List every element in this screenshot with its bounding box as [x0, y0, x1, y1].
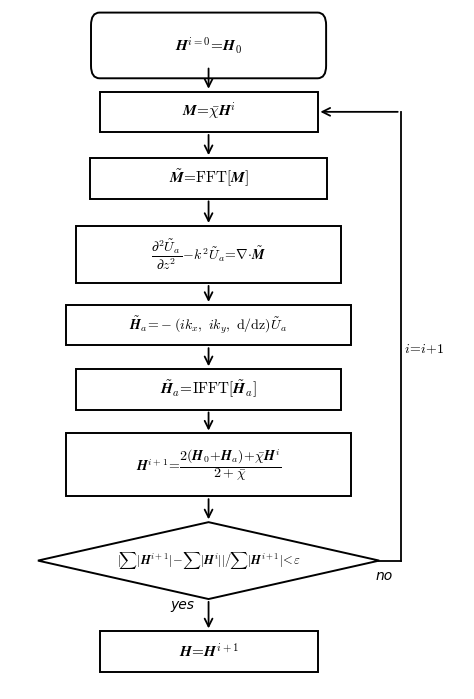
Text: yes: yes: [171, 598, 194, 612]
Text: $\dfrac{\partial^2\tilde{U}_a}{\partial z^2}\!-\!k^2\tilde{U}_a\!=\!\nabla\!\cdo: $\dfrac{\partial^2\tilde{U}_a}{\partial …: [151, 237, 266, 272]
Text: $\tilde{\boldsymbol{M}}\!=\!\mathrm{FFT}[\boldsymbol{M}]$: $\tilde{\boldsymbol{M}}\!=\!\mathrm{FFT}…: [169, 168, 248, 189]
Bar: [100, 631, 318, 672]
Polygon shape: [38, 522, 379, 599]
Text: $\boldsymbol{H}^{i+1}\!=\!\dfrac{2(\boldsymbol{H}_0\!+\!\boldsymbol{H}_a)\!+\!\b: $\boldsymbol{H}^{i+1}\!=\!\dfrac{2(\bold…: [136, 447, 281, 483]
Text: $\boldsymbol{M}\!=\!\bar{\chi}\boldsymbol{H}^i$: $\boldsymbol{M}\!=\!\bar{\chi}\boldsymbo…: [182, 101, 236, 122]
Bar: [76, 369, 341, 410]
Text: $\tilde{\boldsymbol{H}}_a\!=\!-(ik_x,\ ik_y,\ \mathrm{d/dz})\tilde{U}_a$: $\tilde{\boldsymbol{H}}_a\!=\!-(ik_x,\ i…: [129, 314, 288, 336]
Bar: [66, 305, 351, 345]
Text: $\tilde{\boldsymbol{H}}_a\!=\!\mathrm{IFFT}[\tilde{\boldsymbol{H}}_a]$: $\tilde{\boldsymbol{H}}_a\!=\!\mathrm{IF…: [160, 379, 257, 400]
Text: no: no: [375, 569, 392, 583]
Text: $\boldsymbol{H}^{i=0}\!=\!\boldsymbol{H}_0$: $\boldsymbol{H}^{i=0}\!=\!\boldsymbol{H}…: [175, 35, 242, 56]
Text: $\boldsymbol{H}\!=\!\boldsymbol{H}^{i+1}$: $\boldsymbol{H}\!=\!\boldsymbol{H}^{i+1}…: [179, 642, 238, 661]
Bar: [90, 158, 327, 199]
Bar: [100, 92, 318, 132]
Bar: [66, 433, 351, 496]
Text: $i\!=\!i\!+\!1$: $i\!=\!i\!+\!1$: [404, 343, 445, 356]
Text: $|\!\sum|\boldsymbol{H}^{i+1}|\!-\!\sum|\boldsymbol{H}^i||/\!\sum|\boldsymbol{H}: $|\!\sum|\boldsymbol{H}^{i+1}|\!-\!\sum|…: [117, 550, 301, 571]
Bar: [76, 226, 341, 283]
FancyBboxPatch shape: [91, 13, 326, 78]
